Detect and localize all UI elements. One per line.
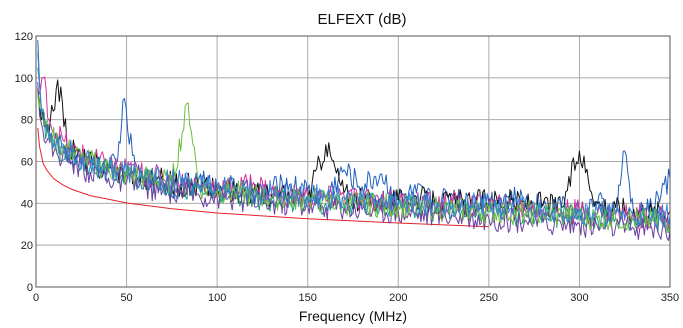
series-line-5	[37, 81, 671, 241]
x-tick-label: 200	[389, 292, 407, 304]
x-axis-label: Frequency (MHz)	[299, 308, 407, 324]
y-tick-label: 40	[21, 198, 33, 210]
chart-title: ELFEXT (dB)	[318, 11, 407, 28]
x-tick-label: 100	[208, 292, 226, 304]
y-tick-label: 20	[21, 240, 33, 252]
series-line-6	[37, 94, 671, 233]
x-tick-label: 350	[661, 292, 679, 304]
series-line-7	[37, 52, 671, 229]
plot-frame	[35, 35, 671, 288]
x-tick-label: 300	[570, 292, 588, 304]
x-tick-labels: 0 50 100 150 200 250 300 350	[33, 292, 679, 304]
x-tick-label: 50	[120, 292, 132, 304]
y-tick-label: 80	[21, 115, 33, 127]
x-tick-label: 150	[299, 292, 317, 304]
x-tick-label: 250	[480, 292, 498, 304]
y-tick-labels: 0 20 40 60 80 100 120	[15, 31, 33, 294]
series-group	[37, 40, 671, 241]
y-tick-label: 100	[15, 73, 33, 85]
y-tick-label: 0	[27, 282, 33, 294]
y-tick-label: 120	[15, 31, 33, 43]
x-tick-label: 0	[33, 292, 39, 304]
limit-line	[37, 127, 489, 228]
y-tick-label: 60	[21, 157, 33, 169]
grid	[36, 36, 670, 287]
